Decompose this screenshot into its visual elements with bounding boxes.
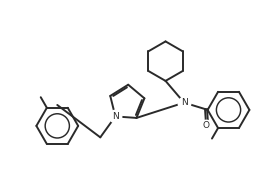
- Text: N: N: [181, 98, 188, 107]
- Text: N: N: [112, 112, 119, 121]
- Text: O: O: [203, 121, 210, 130]
